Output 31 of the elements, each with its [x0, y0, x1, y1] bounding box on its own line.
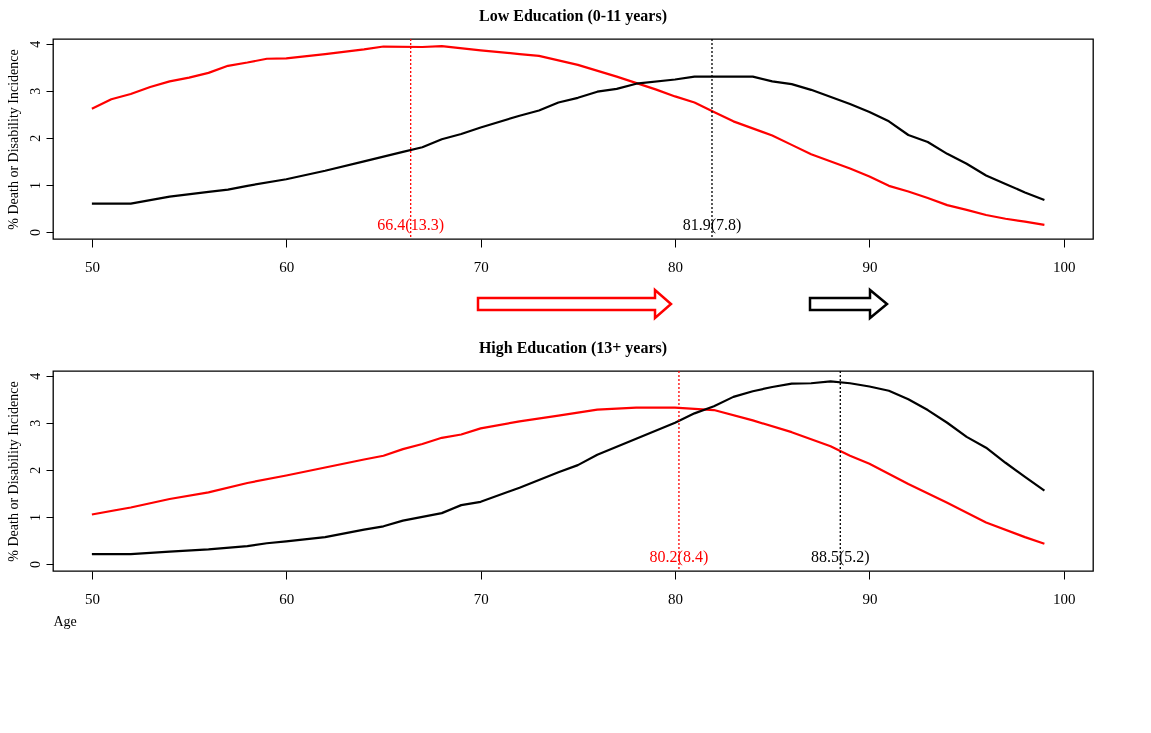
y-tick-label: 0 [27, 228, 43, 236]
y-axis-title: % Death or Disability Incidence [5, 49, 21, 230]
y-tick-label: 3 [27, 87, 43, 95]
x-tick-label: 100 [1053, 258, 1076, 275]
x-tick-label: 100 [1053, 590, 1076, 607]
chart-title: High Education (13+ years) [478, 339, 668, 358]
y-tick-label: 4 [27, 40, 43, 48]
y-tick-label: 1 [27, 513, 43, 521]
ref-line-label: 80.2(8.4) [649, 548, 709, 566]
x-axis-title: Age [53, 613, 77, 629]
x-tick-label: 90 [862, 258, 878, 275]
x-tick-label: 80 [668, 590, 684, 607]
x-tick-label: 70 [473, 258, 489, 275]
y-axis-title: % Death or Disability Incidence [5, 381, 21, 562]
x-tick-label: 90 [862, 590, 878, 607]
ref-line-label: 81.9(7.8) [682, 216, 742, 234]
x-tick-label: 50 [84, 590, 100, 607]
x-tick-label: 50 [84, 258, 100, 275]
chart-title: Low Education (0-11 years) [479, 7, 667, 26]
y-tick-label: 1 [27, 181, 43, 189]
x-tick-label: 80 [668, 258, 684, 275]
y-tick-label: 4 [27, 372, 43, 380]
y-tick-label: 2 [27, 466, 43, 474]
x-tick-label: 60 [279, 258, 295, 275]
ref-line-label: 88.5(5.2) [810, 548, 870, 566]
y-tick-label: 3 [27, 419, 43, 427]
ref-line-label: 66.4(13.3) [377, 216, 445, 234]
x-tick-label: 60 [279, 590, 295, 607]
x-tick-label: 70 [473, 590, 489, 607]
y-tick-label: 0 [27, 560, 43, 568]
y-tick-label: 2 [27, 134, 43, 142]
